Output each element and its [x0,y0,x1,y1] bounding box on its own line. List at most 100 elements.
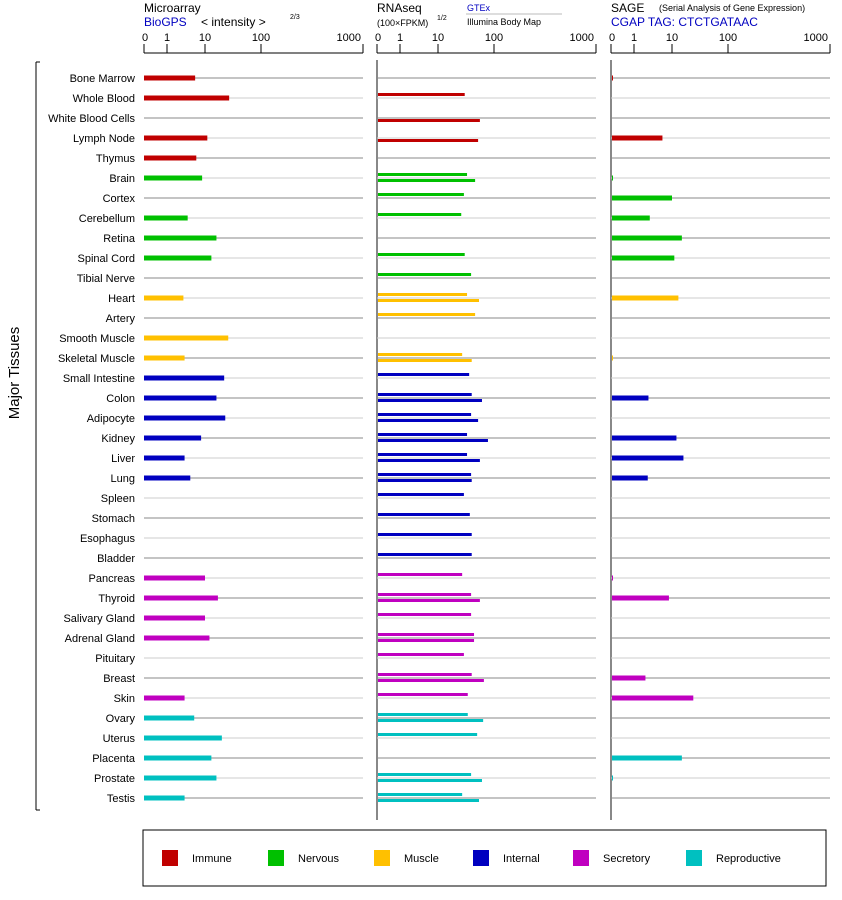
tissue-label: Brain [109,173,135,185]
gtex-bar [378,273,472,276]
sage-bar [612,135,663,141]
gtex-bar [378,313,476,316]
gtex-bar [378,733,478,736]
rnaseq-subtitle: (100×FPKM) [377,18,428,28]
microarray-source-link[interactable]: BioGPS [144,15,187,29]
microarray-bar [144,295,184,301]
ma-tick-label: 1 [164,32,170,44]
microarray-bar [144,795,185,801]
sage-bar [612,75,613,81]
gtex-bar [378,193,464,196]
gtex-bar [378,593,472,596]
tissue-label: Pancreas [89,573,136,585]
illumina-bar [378,299,480,302]
microarray-bar [144,415,226,421]
legend-swatch-secretory [573,850,589,866]
tissue-label: Liver [111,453,135,465]
microarray-bar [144,435,202,441]
illumina-bar [378,599,480,602]
sage-bar [612,255,675,261]
tissue-label: Pituitary [95,653,135,665]
sage-bar [612,775,613,781]
gtex-bar [378,453,468,456]
legend-swatch-reproductive [686,850,702,866]
tissue-label: Lung [111,473,135,485]
illumina-bar [378,799,480,802]
tissue-label: Thymus [96,153,136,165]
illumina-bar [378,179,476,182]
gtex-bar [378,773,472,776]
tissue-label: Cortex [103,193,136,205]
gtex-bar [378,433,468,436]
microarray-title: Microarray [144,1,201,15]
sage-bar [612,435,677,441]
microarray-bar [144,395,217,401]
illumina-bar [378,639,475,642]
gtex-bar [378,793,463,796]
tissue-label: Bone Marrow [70,73,135,85]
gtex-bar [378,693,468,696]
legend-swatch-muscle [374,850,390,866]
sage-tick-label: 1000 [804,32,828,44]
tissue-label: Smooth Muscle [59,333,135,345]
tissue-label: Breast [103,673,135,685]
illumina-bar [378,139,479,142]
sage-bar [612,195,672,201]
rna-tick-label: 1 [397,32,403,44]
ma-tick-label: 100 [252,32,270,44]
sage-bar [612,395,649,401]
legend-label-reproductive: Reproductive [716,853,781,865]
sage-bar [612,595,669,601]
microarray-bar [144,595,218,601]
legend-label-internal: Internal [503,853,540,865]
microarray-bar [144,775,217,781]
legend-swatch-nervous [268,850,284,866]
legend-label-secretory: Secretory [603,853,651,865]
tissue-label: Heart [108,293,135,305]
tissue-label: Adrenal Gland [65,633,135,645]
sage-bar [612,175,613,181]
gtex-bar [378,373,470,376]
illumina-bar [378,419,479,422]
tissue-label: Bladder [97,553,135,565]
tissue-label: Esophagus [80,533,136,545]
tissue-label: Salivary Gland [63,613,135,625]
gtex-bar [378,393,472,396]
tissue-label: Thyroid [98,593,135,605]
sage-bar [612,295,679,301]
illumina-bar [378,459,480,462]
sage-source-link[interactable]: CGAP TAG: CTCTGATAAC [611,15,758,29]
gtex-bar [378,413,472,416]
sage-bar [612,455,684,461]
microarray-bar [144,75,196,81]
gtex-bar [378,513,470,516]
y-axis-label: Major Tissues [6,327,23,420]
illumina-bar [378,359,472,362]
microarray-bar [144,755,212,761]
rna-tick-label: 0 [375,32,381,44]
tissue-label: Artery [106,313,136,325]
gtex-bar [378,653,464,656]
gtex-bar [378,353,463,356]
microarray-bar [144,715,195,721]
rna-tick-label: 1000 [570,32,594,44]
legend-label-nervous: Nervous [298,853,339,865]
gtex-bar [378,673,472,676]
rnaseq-title: RNAseq [377,1,422,15]
rna-tick-label: 100 [485,32,503,44]
gtex-bar [378,613,472,616]
illumina-bar [378,119,480,122]
legend-label-immune: Immune [192,853,232,865]
sage-bar [612,235,682,241]
tissue-label: Testis [107,793,136,805]
illumina-bar [378,779,482,782]
illumina-bar [378,679,484,682]
illumina-bar [378,439,488,442]
gtex-bar [378,473,472,476]
sage-bar [612,575,613,581]
gtex-source-link[interactable]: GTEx [467,3,491,13]
microarray-bar [144,455,185,461]
microarray-bar [144,155,197,161]
gtex-bar [378,573,463,576]
